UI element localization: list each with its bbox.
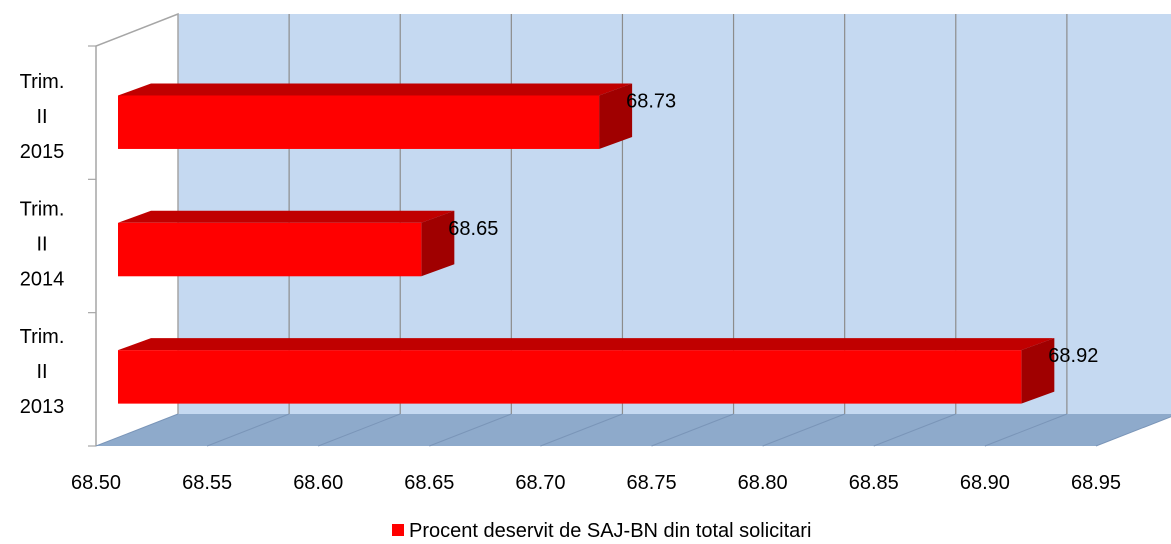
x-tick-label: 68.75 [627,472,677,494]
floor-gridline [318,413,401,447]
data-label: 68.92 [1048,345,1098,367]
floor-gridline [651,413,734,447]
bars [118,83,1055,404]
category-label-line: II [36,361,47,383]
floor-gridline [206,413,290,447]
x-tick-label: 68.60 [293,472,343,494]
bar-top [118,338,1055,351]
legend: Procent deservit de SAJ-BN din total sol… [392,520,811,542]
category-label: Trim. II 2014 [20,199,65,291]
bar-top [118,210,455,223]
bar-top [118,83,633,96]
x-tick-label: 68.65 [404,472,454,494]
y-axis: Trim. II 2015 Trim. II 2014 Trim. II 2013 [20,45,96,447]
floor-gridline [1095,416,1171,447]
floor-gridline [873,413,956,447]
floor-gridline [762,413,845,447]
category-label-line: Trim. [20,199,65,221]
floor-gridline [540,413,623,447]
floor-gridline [984,413,1068,447]
data-label: 68.65 [448,218,498,240]
data-label: 68.73 [626,90,676,112]
data-labels: 68.73 68.65 68.92 [448,90,1098,367]
x-tick-label: 68.90 [960,472,1010,494]
bar [118,222,422,277]
category-label-line: 2015 [20,141,65,163]
x-axis: 68.50 68.55 68.60 68.65 68.70 68.75 68.80 68.85… [71,472,1121,494]
floor [96,414,1171,446]
category-label-line: Trim. [20,326,65,348]
category-label-line: II [36,106,47,128]
x-tick-label: 68.55 [182,472,232,494]
category-label: Trim. II 2013 [20,326,65,418]
category-label: Trim. II 2015 [20,71,65,163]
legend-swatch [392,524,404,536]
bar [118,350,1022,404]
floor-gridline [95,413,179,447]
x-tick-label: 68.95 [1071,472,1121,494]
bar [118,95,600,149]
x-tick-label: 68.50 [71,472,121,494]
bar-side [1021,338,1055,404]
floor-gridline [429,413,512,447]
x-tick-label: 68.70 [515,472,565,494]
category-label-line: 2014 [20,269,65,291]
bar-side [421,210,455,277]
legend-label: Procent deservit de SAJ-BN din total sol… [409,520,811,542]
category-label-line: 2013 [20,396,65,418]
category-label-line: Trim. [20,71,65,93]
x-tick-label: 68.85 [849,472,899,494]
x-tick-label: 68.80 [738,472,788,494]
category-label-line: II [36,234,47,256]
bar-side [599,83,633,149]
